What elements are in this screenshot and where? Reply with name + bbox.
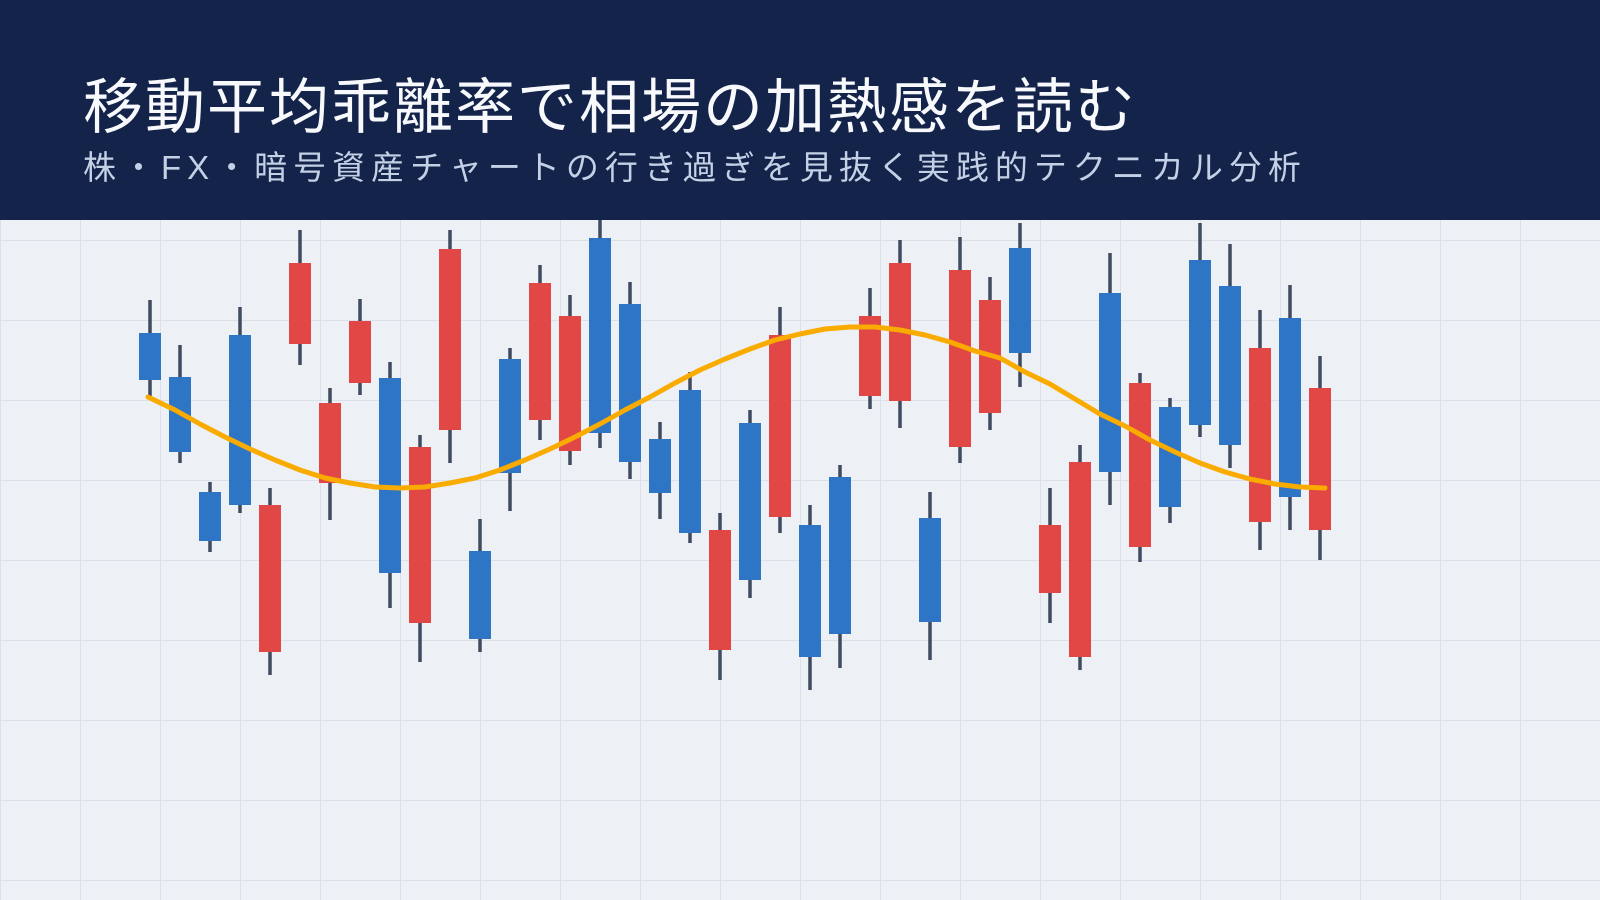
candle-body-blue	[469, 551, 491, 639]
page-subtitle: 株・FX・暗号資産チャートの行き過ぎを見抜く実践的テクニカル分析	[83, 149, 1307, 186]
candle-body-red	[259, 505, 281, 652]
candle-body-red	[1249, 348, 1271, 522]
candle-body-red	[769, 335, 791, 517]
candle-body-blue	[379, 378, 401, 573]
candle-body-red	[1039, 525, 1061, 593]
candle-body-red	[439, 249, 461, 430]
candle-body-blue	[1099, 293, 1121, 472]
candlestick-svg	[139, 220, 1331, 690]
hero-header: 移動平均乖離率で相場の加熱感を読む 株・FX・暗号資産チャートの行き過ぎを見抜く…	[0, 0, 1600, 220]
candle-body-red	[1069, 462, 1091, 657]
candle-body-blue	[649, 439, 671, 493]
candle-body-blue	[589, 238, 611, 433]
candle-body-red	[349, 321, 371, 383]
candle-body-red	[529, 283, 551, 420]
page-title: 移動平均乖離率で相場の加熱感を読む	[83, 74, 1137, 141]
candle-body-red	[1129, 383, 1151, 547]
candle-body-blue	[1279, 318, 1301, 497]
candle-body-red	[319, 403, 341, 483]
candle-body-blue	[499, 359, 521, 473]
candle-body-blue	[919, 518, 941, 622]
candle-body-red	[559, 316, 581, 451]
candle-body-blue	[1219, 286, 1241, 445]
candle-body-blue	[229, 335, 251, 505]
candle-body-red	[289, 263, 311, 344]
candle-body-red	[709, 530, 731, 650]
candle-body-red	[409, 447, 431, 623]
candle-body-blue	[1009, 248, 1031, 353]
candlestick-chart	[0, 220, 1600, 900]
candle-body-blue	[679, 390, 701, 533]
candle-body-blue	[1189, 260, 1211, 425]
candle-body-blue	[619, 304, 641, 462]
candle-body-blue	[829, 477, 851, 634]
candle-body-blue	[1159, 407, 1181, 507]
candle-body-red	[1309, 388, 1331, 530]
candle-body-blue	[139, 333, 161, 380]
candle-body-blue	[739, 423, 761, 580]
candle-body-red	[859, 316, 881, 396]
moving-average-line	[145, 324, 1328, 491]
candle-body-blue	[799, 525, 821, 657]
candle-body-red	[949, 270, 971, 447]
candle-body-blue	[199, 492, 221, 541]
